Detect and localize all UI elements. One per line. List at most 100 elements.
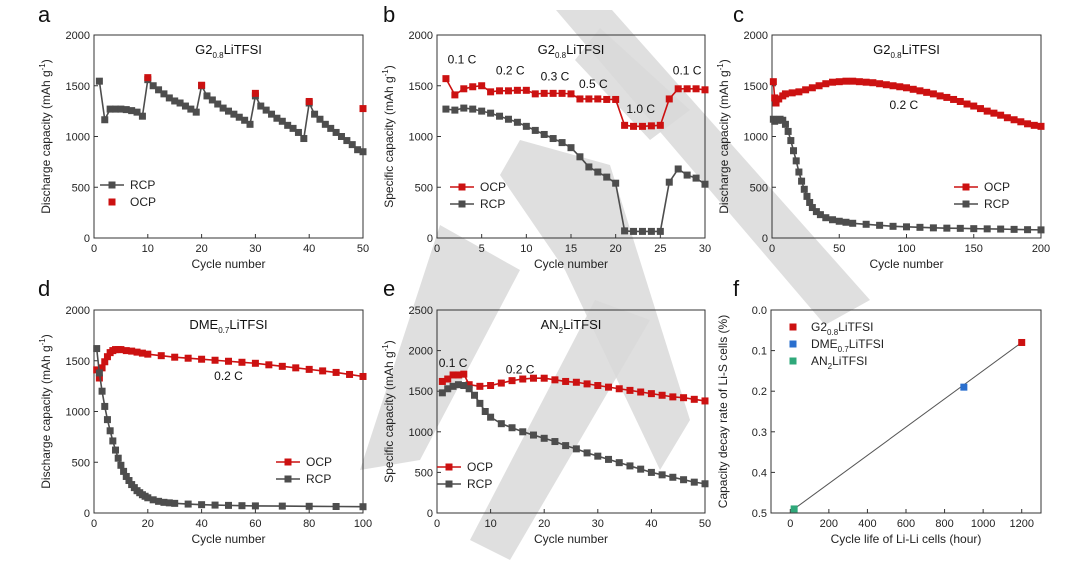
data-point (101, 358, 109, 366)
data-point (327, 124, 335, 132)
data-point (656, 121, 664, 129)
legend-marker (789, 323, 797, 331)
y-axis-label-group: Capacity decay rate of Li-S cells (%) (716, 315, 730, 508)
data-point (585, 95, 593, 103)
data-point (504, 115, 512, 123)
data-point (522, 86, 530, 94)
data-point (692, 85, 700, 93)
y-axis-label-group: Discharge capacity (mAh g-1) (38, 334, 53, 489)
data-point (903, 84, 910, 92)
data-point (294, 128, 302, 136)
data-point (690, 395, 698, 403)
x-tick-label: 25 (654, 243, 666, 255)
data-point (690, 478, 698, 486)
data-point (540, 374, 548, 382)
data-point (508, 424, 516, 432)
legend-marker (445, 480, 453, 488)
x-tick-label: 0 (769, 243, 775, 255)
data-point (775, 95, 783, 103)
data-point (476, 382, 484, 390)
data-point (519, 375, 527, 383)
data-point (621, 121, 629, 129)
data-point (241, 116, 249, 124)
data-point (354, 146, 362, 154)
data-point (658, 391, 666, 399)
data-point (855, 78, 863, 86)
data-point (680, 476, 688, 484)
data-point (647, 468, 655, 476)
data-point (262, 106, 270, 114)
x-tick-label: 10 (484, 518, 496, 530)
data-point (346, 370, 354, 378)
panel-b: b 0 5 10 15 20 25 30 0 500 1000 1500 2000 Cycle numbe… (381, 2, 711, 271)
data-point (208, 96, 216, 104)
legend-marker (108, 181, 116, 189)
data-point (496, 112, 504, 120)
data-point (497, 420, 505, 428)
data-point (359, 105, 367, 113)
data-point (93, 345, 101, 353)
data-point (438, 377, 446, 385)
data-point (585, 163, 593, 171)
data-point (997, 225, 1005, 233)
data-point (950, 95, 958, 103)
data-point (583, 380, 591, 388)
data-point (332, 368, 340, 376)
y-axis-label: Specific capacity (mAh g-1) (381, 65, 396, 208)
x-tick-label: 20 (610, 243, 622, 255)
annotation-label: 0.2 C (506, 362, 535, 376)
annotation-label: 0.2 C (889, 98, 918, 112)
y-tick-label: 0 (84, 233, 90, 245)
data-point (889, 82, 897, 90)
y-tick-label: 0.0 (752, 305, 767, 317)
data-point (769, 78, 777, 86)
y-tick-label: 1500 (66, 356, 90, 368)
legend-marker (789, 357, 797, 365)
data-point (359, 148, 367, 156)
data-point (117, 105, 125, 113)
data-point (829, 78, 837, 86)
data-point (469, 105, 477, 113)
data-point (211, 356, 219, 364)
panel-label-c: c (733, 2, 744, 27)
series-dme-0.7-litfsi (960, 383, 968, 391)
data-point (471, 391, 479, 399)
data-point (603, 95, 611, 103)
data-point (997, 111, 1005, 119)
data-point (149, 82, 157, 90)
data-point (238, 358, 246, 366)
panel-title: G20.8LiTFSI (873, 42, 940, 60)
data-point (772, 99, 780, 107)
data-point (630, 227, 638, 235)
x-tick-label: 800 (935, 518, 953, 530)
plot-frame (436, 309, 706, 514)
y-tick-label: 0.4 (752, 467, 767, 479)
data-point (460, 382, 468, 390)
data-point (943, 93, 951, 101)
data-point (257, 102, 265, 110)
data-point (647, 390, 655, 398)
legend: OCP RCP (276, 455, 332, 486)
legend-marker (789, 340, 797, 348)
x-axis-label: Cycle number (191, 532, 265, 546)
data-point (487, 413, 495, 421)
data-point (305, 502, 313, 510)
data-point (125, 477, 133, 485)
x-tick-label: 15 (565, 243, 577, 255)
y-tick-label: 0 (762, 233, 768, 245)
data-point (225, 357, 232, 365)
data-point (779, 116, 787, 124)
x-axis-label: Cycle number (869, 257, 943, 271)
data-point (576, 95, 584, 103)
data-point (615, 459, 623, 467)
y-tick-label: 2000 (409, 30, 433, 42)
panel-label-f: f (733, 276, 740, 301)
data-point (829, 216, 837, 224)
data-point (808, 204, 816, 212)
data-point (1003, 114, 1011, 122)
y-tick-label: 0 (84, 508, 90, 520)
data-point (701, 397, 709, 405)
data-point (605, 455, 613, 463)
data-point (558, 89, 566, 97)
